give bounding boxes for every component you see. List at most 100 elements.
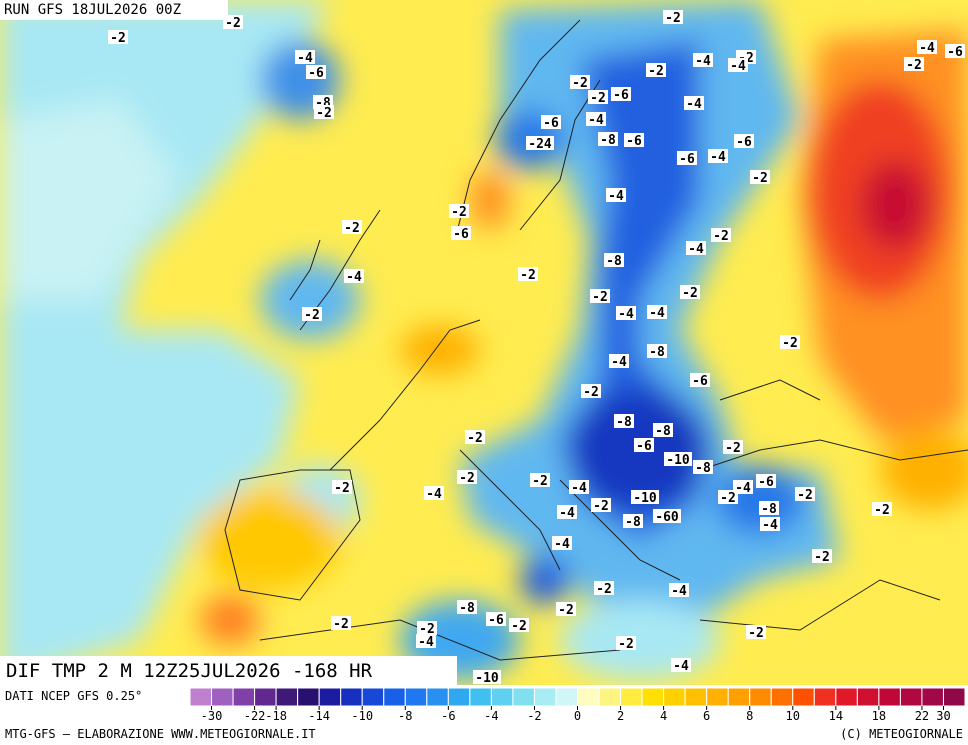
contour-label: -2 (618, 637, 634, 652)
colorbar-swatch (383, 687, 406, 707)
contour-label-box (653, 423, 673, 437)
contour-label-box (570, 75, 590, 89)
contour-label: -2 (467, 431, 483, 446)
colorbar-swatch (598, 687, 622, 707)
colorbar-swatch (318, 687, 342, 707)
map-field: -2 -2 -4 -6 -8 -2 -2 -2 -4 -4 -2 -4 -6 -2 -2 -2 -6 -4 -4 -6… (0, 0, 968, 685)
contour-label-box (416, 634, 436, 648)
contour-label-box (945, 44, 965, 58)
contour-label: -2 (110, 31, 126, 46)
contour-label: -4 (554, 537, 570, 552)
contour-label-box (795, 487, 815, 501)
colorbar-tick-label: 10 (786, 709, 800, 723)
contour-label: -8 (625, 515, 641, 530)
colorbar-swatch (577, 687, 600, 707)
colorbar-swatch (490, 687, 514, 707)
contour-label-box (590, 289, 610, 303)
contour-label: -2 (748, 626, 764, 641)
contour-label: -2 (682, 286, 698, 301)
contour-label-box (486, 612, 506, 626)
contour-label: -4 (730, 59, 746, 74)
colorbar-swatch (533, 687, 557, 707)
contour-label-box (569, 480, 589, 494)
contour-label: -8 (459, 601, 475, 616)
contour-label: -10 (666, 453, 690, 468)
contour-label: -6 (679, 152, 695, 167)
contour-label: -2 (590, 91, 606, 106)
contour-label-box (314, 105, 334, 119)
contour-label: -4 (649, 306, 665, 321)
contour-label-box (606, 188, 626, 202)
colorbar-tick-label: 0 (574, 709, 581, 723)
contour-label: -60 (655, 510, 679, 525)
contour-label: -4 (418, 635, 434, 650)
contour-label-box (306, 65, 326, 79)
contour-label-box (634, 438, 654, 452)
contour-label-box (424, 486, 444, 500)
run-title: RUN GFS 18JUL2026 00Z (4, 2, 181, 18)
contour-label: -2 (459, 471, 475, 486)
colorbar-swatch (211, 687, 234, 707)
contour-label: -4 (618, 307, 634, 322)
contour-label-box (647, 344, 667, 358)
contour-label: -2 (451, 205, 467, 220)
contour-label-box (302, 307, 322, 321)
contour-label-box (530, 473, 550, 487)
colorbar-swatch (856, 687, 880, 707)
colorbar-swatch (684, 687, 708, 707)
colorbar-tick-label: -22 (244, 709, 266, 723)
contour-label-box (509, 618, 529, 632)
colorbar-swatch (792, 687, 815, 707)
contour-label: -6 (308, 66, 324, 81)
contour-label-box (728, 58, 748, 72)
colorbar-swatch (641, 687, 665, 707)
colorbar-swatch (878, 687, 901, 707)
contour-label: -2 (648, 64, 664, 79)
colorbar-swatch (835, 687, 858, 707)
data-source: DATI NCEP GFS 0.25° (5, 689, 142, 703)
colorbar-tick-label: -10 (351, 709, 373, 723)
contour-label: -6 (636, 439, 652, 454)
colorbar-tick-label: -6 (441, 709, 455, 723)
contour-label-box (723, 440, 743, 454)
footer-left: MTG-GFS — ELABORAZIONE WWW.METEOGIORNALE… (5, 727, 316, 741)
contour-label-box (684, 96, 704, 110)
contour-label-box (623, 514, 643, 528)
contour-label-box (693, 53, 713, 67)
contour-label: -2 (558, 603, 574, 618)
colorbar-swatch (512, 687, 535, 707)
contour-label: -2 (713, 229, 729, 244)
contour-label-box (686, 241, 706, 255)
contour-label: -8 (616, 415, 632, 430)
colorbar-tick-label: -14 (308, 709, 330, 723)
contour-label: -6 (488, 613, 504, 628)
contour-label-box (616, 636, 636, 650)
contour-label-box (647, 305, 667, 319)
colorbar-swatch (275, 687, 299, 707)
contour-label-box (614, 414, 634, 428)
contour-label-box (526, 136, 554, 150)
contour-label-box (557, 505, 577, 519)
contour-label: -4 (919, 41, 935, 56)
contour-label: -2 (596, 582, 612, 597)
contour-label: -4 (608, 189, 624, 204)
contour-label: -4 (588, 113, 604, 128)
contour-label: -2 (797, 488, 813, 503)
contour-label-box (609, 354, 629, 368)
contour-label: -8 (600, 133, 616, 148)
colorbar-tick-label: 4 (660, 709, 667, 723)
contour-label: -2 (511, 619, 527, 634)
contour-label: -2 (592, 290, 608, 305)
colorbar-tick-label: -8 (398, 709, 412, 723)
contour-label-box (451, 226, 471, 240)
contour-label: -2 (225, 16, 241, 31)
contour-label: -6 (613, 88, 629, 103)
contour-label-box (718, 490, 738, 504)
contour-label: -2 (782, 336, 798, 351)
contour-label: -6 (626, 134, 642, 149)
colorbar-tick-label: -2 (527, 709, 541, 723)
contour-label-box (591, 498, 611, 512)
contour-label-box (624, 133, 644, 147)
contour-label: -24 (528, 137, 552, 152)
